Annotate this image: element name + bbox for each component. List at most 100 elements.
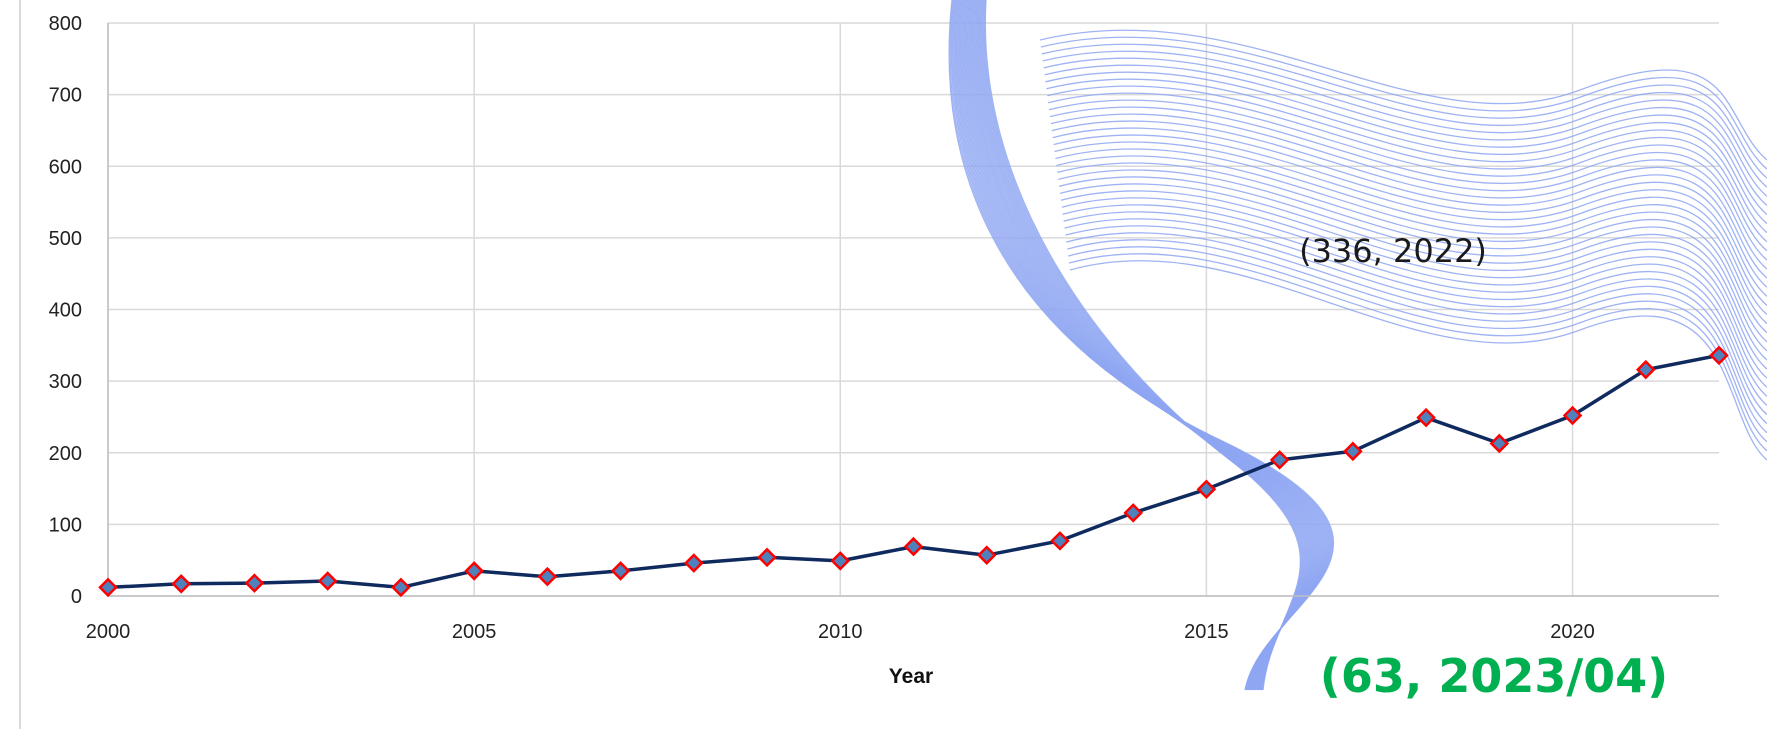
wave-strand-left-7 <box>956 0 1327 691</box>
y-tick-label-2: 200 <box>49 443 82 465</box>
series-group <box>98 345 1729 598</box>
y-tick-labels: 0 100 200 300 400 500 600 700 800 <box>49 13 82 608</box>
y-tick-label-4: 400 <box>49 300 82 322</box>
x-tick-label-1: 2005 <box>452 621 497 643</box>
wave-strand-right-22 <box>1059 183 1767 361</box>
wave-strand-right-4 <box>1043 57 1767 197</box>
wave-strand-left-26 <box>977 0 1308 691</box>
wave-strand-left-33 <box>984 0 1302 691</box>
data-point-2018 <box>1416 407 1436 428</box>
wave-strand-right-27 <box>1064 218 1767 406</box>
wave-strand-right-29 <box>1066 232 1767 425</box>
data-point-2002 <box>244 573 265 593</box>
wave-strand-right-9 <box>1048 92 1767 243</box>
data-point-2012 <box>976 545 997 565</box>
data-point-2020 <box>1562 405 1583 426</box>
data-point-2003 <box>317 571 338 591</box>
wave-strand-right-17 <box>1055 148 1767 316</box>
y-tick-label-0: 0 <box>71 586 82 608</box>
data-point-2004 <box>391 577 411 598</box>
wave-strand-left-29 <box>980 0 1305 691</box>
wave-strand-right-31 <box>1068 246 1767 443</box>
wave-strand-right-13 <box>1051 120 1767 279</box>
wave-strand-left-18 <box>968 0 1316 691</box>
x-tick-label-2: 2010 <box>818 621 863 643</box>
wave-strand-left-9 <box>958 0 1325 691</box>
y-tick-label-6: 600 <box>49 156 82 178</box>
y-tick-label-3: 300 <box>49 371 82 393</box>
wave-strand-left-30 <box>981 0 1304 691</box>
wave-strand-right-2 <box>1041 43 1767 179</box>
wave-strand-left-0 <box>948 0 1335 691</box>
wave-strand-right-3 <box>1042 50 1767 188</box>
wave-strand-left-20 <box>970 0 1314 691</box>
wave-strand-left-23 <box>974 0 1311 691</box>
y-tick-label-5: 500 <box>49 228 82 250</box>
wave-strand-left-16 <box>966 0 1318 691</box>
wave-strand-right-32 <box>1068 253 1767 452</box>
wave-strand-right-10 <box>1048 99 1767 252</box>
wave-strand-left-3 <box>952 0 1331 691</box>
wave-strand-left-13 <box>963 0 1321 691</box>
data-point-2013 <box>1050 531 1070 551</box>
data-point-2007 <box>610 561 631 581</box>
wave-strand-right-7 <box>1046 78 1767 225</box>
wave-strand-left-17 <box>967 0 1317 691</box>
wave-strand-right-33 <box>1069 260 1767 461</box>
data-point-2014 <box>1123 503 1143 523</box>
wave-strand-right-24 <box>1061 197 1767 379</box>
wave-strand-right-19 <box>1057 162 1767 334</box>
wave-strand-right-25 <box>1062 204 1767 388</box>
x-tick-label-3: 2015 <box>1184 621 1229 643</box>
data-point-2022 <box>1709 345 1729 366</box>
wave-strand-right-18 <box>1056 155 1767 325</box>
wave-strand-right-30 <box>1067 239 1767 434</box>
wave-strand-right-21 <box>1058 176 1767 352</box>
wave-strand-left-4 <box>953 0 1330 691</box>
y-tick-label-7: 700 <box>49 85 82 107</box>
wave-strand-right-8 <box>1047 85 1767 234</box>
data-point-2001 <box>171 574 191 594</box>
data-point-2006 <box>537 566 558 587</box>
data-point-2017 <box>1343 441 1363 462</box>
wave-strand-left-21 <box>971 0 1313 691</box>
wave-strand-left-8 <box>957 0 1326 691</box>
wave-strand-right-23 <box>1060 190 1767 370</box>
data-point-2021 <box>1636 359 1656 380</box>
wave-strand-right-0 <box>1039 29 1767 161</box>
wave-strand-left-1 <box>949 0 1334 691</box>
data-point-2009 <box>757 547 777 568</box>
wave-strand-left-11 <box>960 0 1323 691</box>
data-point-2000 <box>98 577 118 598</box>
data-point-2011 <box>903 536 924 557</box>
wave-strand-right-1 <box>1040 36 1767 170</box>
wave-strand-right-14 <box>1052 127 1767 288</box>
wave-strand-right-20 <box>1058 169 1767 343</box>
wave-strand-left-14 <box>964 0 1320 691</box>
x-tick-label-4: 2020 <box>1550 621 1595 643</box>
gridlines <box>107 22 1719 597</box>
wave-strand-left-12 <box>961 0 1322 691</box>
data-point-2015 <box>1196 479 1217 500</box>
wave-strand-left-28 <box>979 0 1306 691</box>
wave-strand-right-16 <box>1054 141 1767 306</box>
data-point-2019 <box>1489 433 1510 454</box>
wave-strand-right-15 <box>1053 134 1767 297</box>
wave-strand-left-25 <box>976 0 1309 691</box>
wave-strand-left-5 <box>954 0 1329 691</box>
x-tick-labels: 2000 2005 2010 2015 2020 <box>86 621 1595 643</box>
data-point-2008 <box>684 553 704 573</box>
data-point-2010 <box>830 551 851 571</box>
x-axis-label: Year <box>889 665 933 688</box>
wave-strand-left-2 <box>950 0 1333 691</box>
wave-strand-left-15 <box>965 0 1319 691</box>
wave-strand-left-22 <box>972 0 1312 691</box>
annotation-peak-label: (336, 2022) <box>1299 232 1487 270</box>
x-tick-label-0: 2000 <box>86 621 131 643</box>
wave-strand-right-11 <box>1049 106 1767 261</box>
wave-strand-left-24 <box>975 0 1310 691</box>
y-tick-label-8: 800 <box>49 13 82 35</box>
wave-strand-left-10 <box>959 0 1324 691</box>
wave-strand-right-5 <box>1044 64 1767 206</box>
